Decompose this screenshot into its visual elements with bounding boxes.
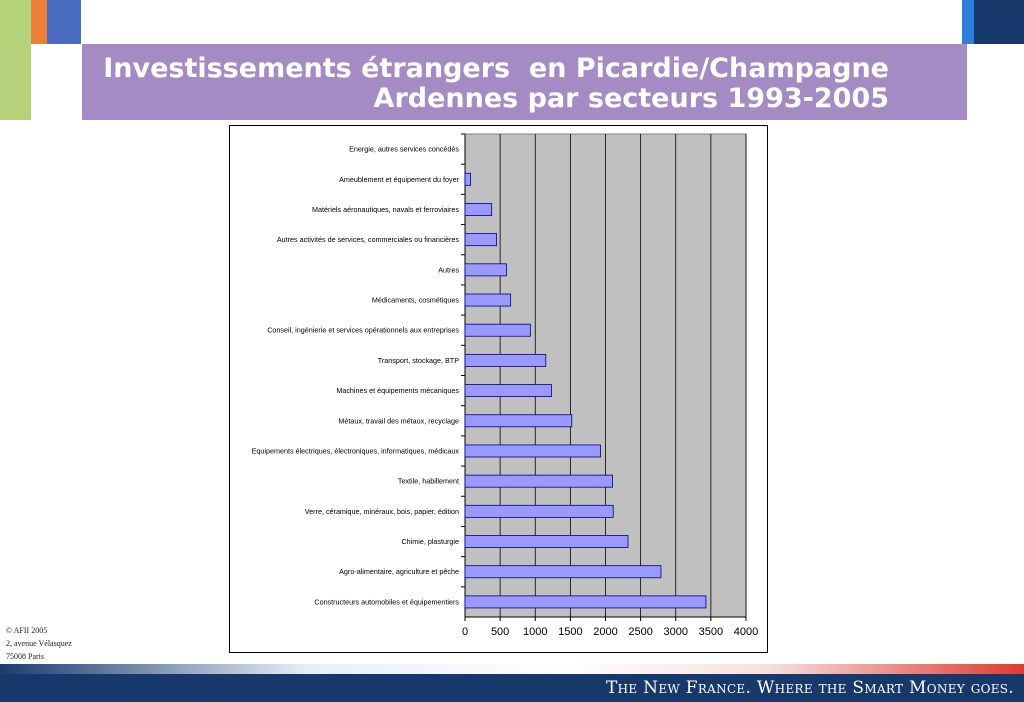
category-label: Matériels aéronautiques, navals et ferro… — [312, 205, 459, 214]
category-label: Ameublement et équipement du foyer — [339, 175, 459, 184]
x-tick-label: 500 — [491, 626, 509, 638]
address-line-1: 2, avenue Vélasquez — [6, 639, 72, 648]
bar — [464, 414, 573, 428]
copyright-text: © AFII 2005 — [6, 626, 48, 635]
category-label: Médicaments, cosmétiques — [372, 296, 459, 305]
bar — [464, 203, 493, 216]
address-line-2: 75008 Paris — [6, 652, 44, 661]
x-tick-label: 1500 — [558, 626, 582, 638]
bar — [464, 263, 507, 277]
bar — [464, 565, 662, 579]
decor-right-lightblue — [962, 0, 974, 44]
decor-orange-block — [31, 0, 47, 44]
page-title: Investissements étrangers en Picardie/Ch… — [103, 54, 889, 114]
category-label: Constructeurs automobiles et équipementi… — [314, 597, 459, 606]
category-label: Equipements électriques, électroniques, … — [252, 446, 460, 455]
footer-slogan: The New France. Where the Smart Money go… — [606, 678, 1014, 698]
bar — [464, 474, 613, 488]
category-label: Métaux, travail des métaux, recyclage — [338, 416, 459, 425]
x-tick-label: 2000 — [593, 626, 617, 638]
category-label: Energie, autres services concédés — [349, 145, 459, 154]
category-label: Autres — [438, 265, 459, 274]
x-tick-label: 2500 — [628, 626, 652, 638]
category-label: Machines et équipements mécaniques — [336, 386, 459, 395]
title-band: Investissements étrangers en Picardie/Ch… — [82, 44, 967, 120]
bar — [464, 444, 601, 458]
category-label: Autres activités de services, commercial… — [277, 235, 460, 244]
category-label: Agro-alimentaire, agriculture et pêche — [339, 567, 459, 576]
category-label: Textile, habillement — [398, 477, 459, 486]
x-tick-label: 3500 — [699, 626, 723, 638]
x-tick-label: 1000 — [523, 626, 547, 638]
bar — [464, 293, 512, 307]
bar — [464, 353, 547, 367]
x-tick-label: 4000 — [734, 626, 758, 638]
bar-chart: 0 500 1000 1500 2000 2500 3000 3500 4000 Energie,… — [252, 133, 758, 638]
title-line-2: Ardennes par secteurs 1993-2005 — [373, 83, 889, 114]
category-label: Chimie, plasturgie — [401, 537, 459, 546]
category-label: Verre, céramique, minéraux, bois, papier… — [305, 507, 459, 516]
footer-band: The New France. Where the Smart Money go… — [0, 674, 1024, 702]
title-line-1: Investissements étrangers en Picardie/Ch… — [103, 53, 889, 84]
footer-gradient-strip — [0, 664, 1024, 674]
bar — [464, 504, 614, 518]
decor-right-navy — [974, 0, 1024, 44]
bar — [464, 323, 531, 337]
bar — [464, 172, 472, 186]
category-label: Conseil, ingénierie et services opératio… — [267, 326, 459, 335]
copyright-block: © AFII 2005 2, avenue Vélasquez 75008 Pa… — [6, 624, 72, 663]
bar — [464, 535, 629, 548]
decor-green-block — [0, 0, 31, 120]
bar — [464, 384, 552, 398]
category-label: Transport, stockage, BTP — [378, 356, 459, 365]
x-tick-label: 0 — [462, 626, 468, 638]
x-tick-label: 3000 — [664, 626, 688, 638]
bar — [464, 233, 498, 247]
decor-blue-block — [47, 0, 81, 44]
chart-frame: 0 500 1000 1500 2000 2500 3000 3500 4000 Energie,… — [229, 125, 768, 653]
bar — [464, 595, 707, 609]
